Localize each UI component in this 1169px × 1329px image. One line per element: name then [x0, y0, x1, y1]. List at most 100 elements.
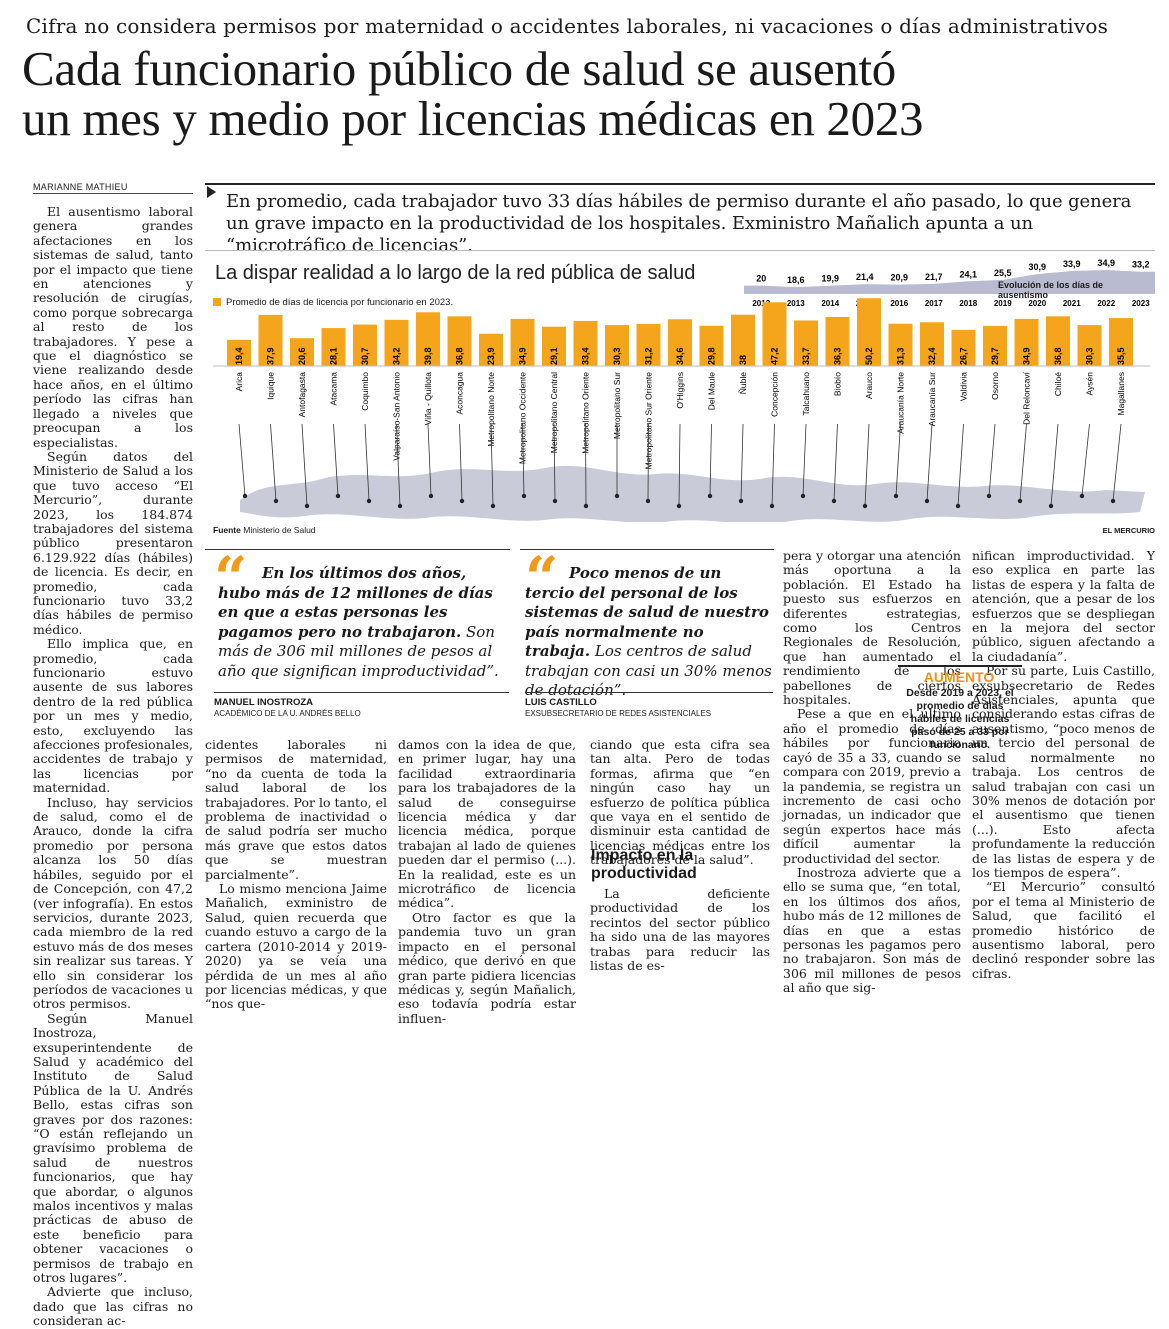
- category-label: Metropolitano Central: [549, 372, 559, 453]
- category-label: Iquique: [266, 372, 276, 400]
- category-label: Coquimbo: [360, 372, 370, 411]
- evolution-value-label: 18,6: [787, 275, 805, 285]
- map-dot: [1079, 493, 1085, 499]
- quote-2-text: Poco menos de un tercio del personal de …: [525, 564, 773, 701]
- evolution-value-label: 21,7: [925, 272, 943, 282]
- quote-2-bottom-rule: [525, 692, 773, 693]
- quote-2-top-rule: [520, 549, 774, 550]
- bar-value-label: 31,2: [644, 347, 654, 365]
- leader-line: [926, 423, 933, 502]
- leader-line: [522, 423, 525, 497]
- leader-line: [553, 423, 556, 502]
- map-dot: [800, 493, 806, 499]
- category-label: Concepción: [770, 372, 780, 417]
- col1-paragraph: Advierte que incluso, dado que las cifra…: [33, 1284, 193, 1329]
- article-column-6: nifican improductividad. Y eso explica e…: [972, 548, 1155, 981]
- evolution-value-label: 20,9: [890, 273, 908, 283]
- bar-24: [983, 325, 1007, 366]
- category-label: Ñuble: [738, 372, 748, 394]
- col6-paragraph: “El Mercurio” consultó por el tema al Mi…: [972, 879, 1155, 981]
- quote-1-bottom-rule: [214, 692, 509, 693]
- infographic: La dispar realidad a lo largo de la red …: [205, 250, 1158, 540]
- map-dot: [862, 503, 868, 509]
- map-dot: [459, 498, 465, 504]
- category-label: Talcahuano: [801, 372, 811, 416]
- leader-line: [647, 423, 649, 502]
- bar-28: [1109, 318, 1133, 366]
- bar-2: [290, 338, 314, 366]
- infographic-source: Fuente Ministerio de Salud: [213, 525, 316, 535]
- article-column-4-bottom: La deficiente productividad de los recin…: [590, 886, 770, 974]
- quote-2-bold: Poco menos de un tercio del personal de …: [525, 564, 769, 660]
- evolution-chart: 20201218,6201319,9201421,4201520,9201621…: [740, 250, 1158, 312]
- leader-line: [238, 423, 246, 497]
- bar-3: [321, 328, 346, 366]
- bar-value-label: 19,4: [234, 347, 244, 365]
- evolution-year-label: 2023: [1132, 299, 1150, 308]
- col4b-paragraph: La deficiente productividad de los recin…: [590, 886, 770, 974]
- leader-line: [678, 423, 681, 507]
- col1-paragraph: Según Manuel Inostroza, exsuperintendent…: [33, 1010, 193, 1286]
- col5-paragraph: Inostroza advierte que a ello se suma qu…: [783, 864, 961, 996]
- bar-11: [573, 320, 598, 366]
- legend-swatch: [213, 298, 221, 306]
- leader-line: [1081, 423, 1090, 497]
- bar-0: [227, 339, 251, 366]
- bar-13: [636, 323, 661, 366]
- quote-1-top-rule: [205, 549, 510, 550]
- lead-arrow-icon: [207, 186, 216, 198]
- map-dot: [490, 503, 496, 509]
- map-dot: [583, 503, 589, 509]
- col6-paragraph: nifican improductividad. Y eso explica e…: [972, 548, 1155, 664]
- category-label: Metropolitano Oriente: [581, 372, 591, 454]
- bar-value-label: 29,8: [707, 347, 717, 365]
- leader-line: [988, 423, 996, 497]
- map-dot: [273, 498, 279, 504]
- category-label: Antofagasta: [297, 372, 307, 418]
- map-dot: [738, 498, 744, 504]
- category-label: Del Maule: [707, 372, 717, 411]
- leader-line: [740, 423, 744, 502]
- leader-line: [270, 423, 277, 502]
- evolution-value-label: 30,9: [1028, 262, 1046, 272]
- bar-chart-svg: 19,4 Arica 37,9 Iquique 20,6 Antofagasta 28,1 A…: [213, 298, 1150, 522]
- leader-line: [802, 423, 807, 497]
- category-label: Biobío: [833, 372, 843, 396]
- evolution-value-label: 33,9: [1063, 259, 1081, 269]
- leader-line: [833, 423, 838, 502]
- quote-1-text: En los últimos dos años, hubo más de 12 …: [218, 564, 508, 681]
- map-shape: [240, 465, 1145, 522]
- quote-2-rest: Los centros de salud trabajan con casi u…: [525, 642, 772, 699]
- evolution-year-label: 2017: [925, 299, 943, 308]
- box-rule: [898, 665, 1022, 667]
- leader-line: [490, 423, 494, 507]
- bar-23: [951, 329, 976, 366]
- byline: MARIANNE MATHIEU: [33, 182, 128, 192]
- map-dot: [521, 493, 527, 499]
- quote-1-role: ACADÉMICO DE LA U. ANDRÉS BELLO: [214, 709, 361, 718]
- bar-26: [1046, 316, 1070, 366]
- evolution-label: Evolución de los días de ausentismo: [998, 280, 1104, 300]
- evolution-year-label: 2013: [787, 299, 805, 308]
- evolution-year-label: 2022: [1097, 299, 1115, 308]
- bar-value-label: 33,7: [801, 347, 811, 365]
- category-label: Araucanía Sur: [927, 372, 937, 427]
- col1-paragraph: El ausentismo laboral genera grandes afe…: [33, 204, 193, 450]
- bar-22: [920, 322, 944, 366]
- col3-paragraph: damos con la idea de que, en primer luga…: [398, 737, 576, 911]
- map-dot: [1048, 503, 1054, 509]
- map-dot: [304, 503, 310, 509]
- evolution-value-label: 20: [756, 274, 766, 284]
- bar-1: [258, 314, 283, 366]
- evolution-value-label: 19,9: [821, 274, 839, 284]
- leader-line: [1112, 423, 1122, 502]
- col5-paragraph: pera y otorgar una atención más oportuna…: [783, 548, 961, 708]
- map-dot: [428, 493, 434, 499]
- map-dot: [366, 498, 372, 504]
- col3-paragraph: Otro factor es que la pandemia tuvo un g…: [398, 909, 576, 1026]
- category-label: Chiloé: [1053, 372, 1063, 396]
- bar-10: [542, 326, 566, 366]
- map-dot: [955, 503, 961, 509]
- category-label: Viña - Quillota: [423, 372, 433, 426]
- lead-paragraph: En promedio, cada trabajador tuvo 33 día…: [226, 191, 1132, 256]
